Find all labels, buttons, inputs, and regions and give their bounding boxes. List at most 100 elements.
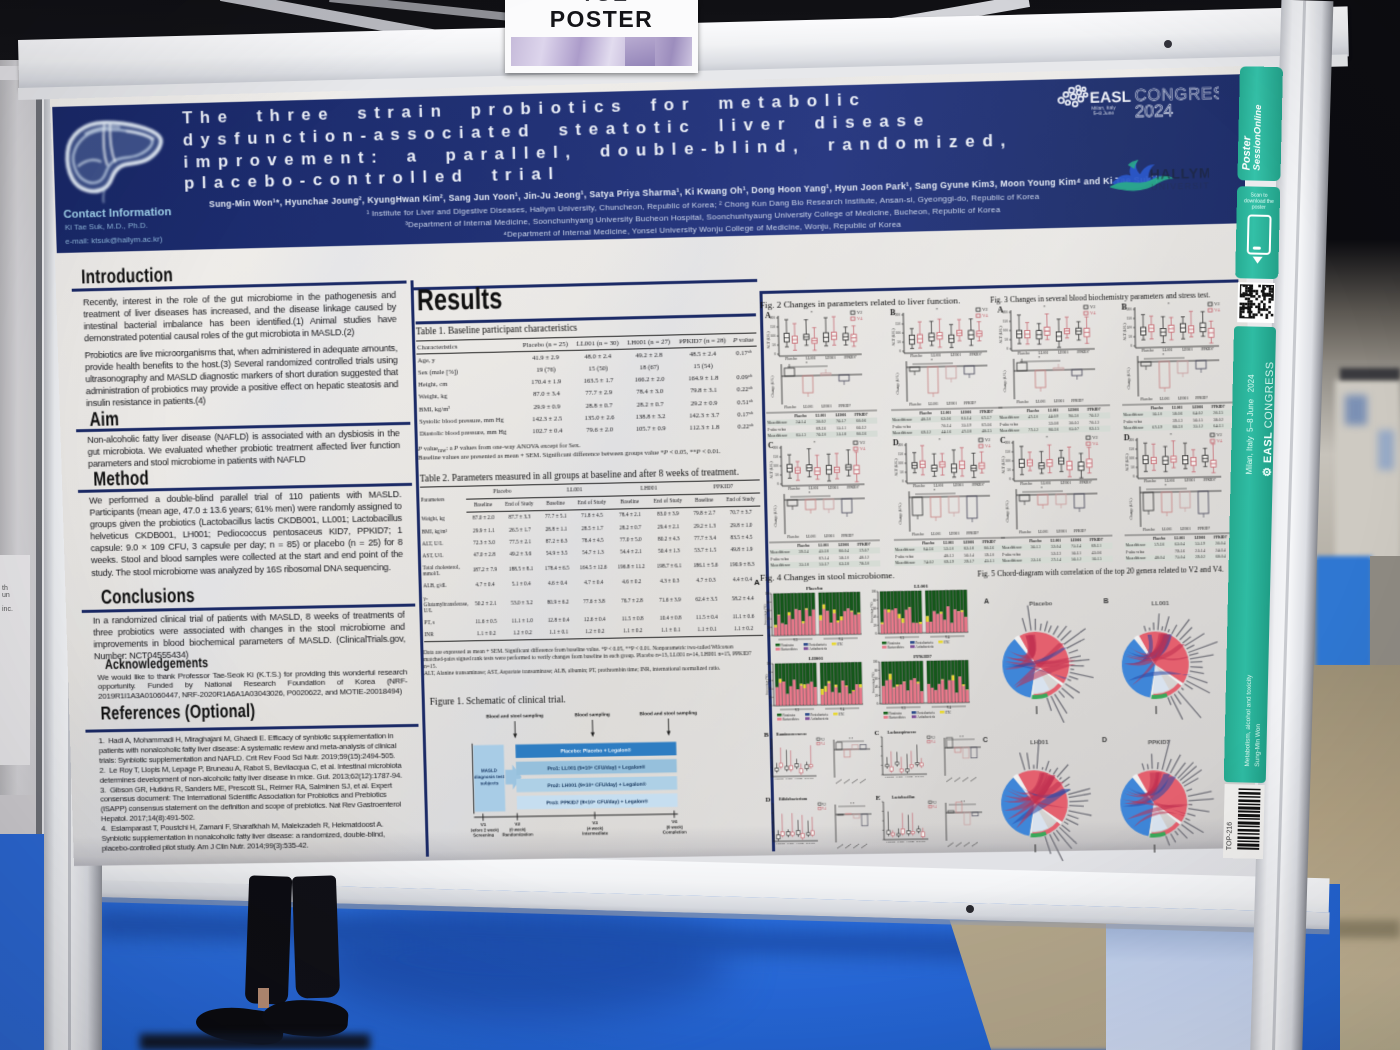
svg-text:PPKID7: PPKID7 — [1198, 526, 1211, 530]
svg-text:50: 50 — [1131, 466, 1135, 470]
svg-text:7.6±1.7: 7.6±1.7 — [836, 420, 846, 424]
svg-text:PPKID7: PPKID7 — [844, 355, 857, 359]
svg-text:*: * — [1167, 302, 1170, 307]
svg-text:* *: * * — [961, 800, 966, 804]
svg-text:0: 0 — [769, 634, 771, 638]
svg-text:50: 50 — [900, 471, 904, 475]
svg-text:2.4±1.4: 2.4±1.4 — [796, 420, 806, 424]
svg-text:PPKID7: PPKID7 — [1203, 478, 1216, 482]
svg-text:2.1±1.4: 2.1±1.4 — [1195, 549, 1205, 553]
svg-text:Randomization: Randomization — [502, 832, 533, 837]
svg-text:8.8±2.0: 8.8±2.0 — [1173, 425, 1183, 429]
svg-text:V4: V4 — [822, 807, 826, 811]
svg-text:50: 50 — [775, 473, 779, 477]
svg-text:LL001: LL001 — [803, 405, 813, 409]
svg-text:200: 200 — [773, 446, 779, 450]
svg-text:Placebo: Placebo — [806, 587, 823, 592]
svg-text:Mean differenc: Mean differenc — [1124, 426, 1145, 431]
svg-text:Placebo: Placebo — [1018, 351, 1030, 355]
svg-text:7.4±0.2: 7.4±0.2 — [924, 561, 934, 565]
svg-text:*: * — [938, 438, 941, 443]
svg-text:Mean differenc: Mean differenc — [770, 551, 790, 555]
svg-text:ALT (U/L): ALT (U/L) — [1000, 456, 1005, 474]
svg-text:7.6±2.0: 7.6±2.0 — [816, 433, 826, 437]
svg-text:150: 150 — [770, 325, 776, 329]
svg-text:PPKID7: PPKID7 — [804, 777, 814, 780]
svg-text:Lactobacillus: Lactobacillus — [892, 794, 915, 799]
svg-text:Mean differenc: Mean differenc — [895, 548, 915, 552]
svg-text:LH001: LH001 — [907, 841, 916, 844]
svg-text:Firmicutes: Firmicutes — [887, 641, 901, 645]
svg-text:P value vs bas: P value vs bas — [1000, 422, 1019, 426]
svg-text:(8 week): (8 week) — [666, 824, 683, 829]
svg-text:ALT (U/L): ALT (U/L) — [768, 461, 773, 479]
svg-text:A: A — [997, 305, 1003, 314]
svg-text:4.7±2.0: 4.7±2.0 — [1028, 415, 1038, 419]
svg-text:V2: V2 — [900, 637, 905, 641]
svg-text:LH001: LH001 — [1185, 478, 1196, 482]
svg-text:Placebo: Placebo — [1027, 409, 1039, 413]
svg-text:Placebo: Placebo — [911, 354, 923, 358]
svg-text:Pro2: LH001 (9×10⁹ CFU/day) +: Pro2: LH001 (9×10⁹ CFU/day) + Legalon® — [547, 781, 646, 790]
svg-text:*: * — [813, 441, 816, 446]
svg-text:V4: V4 — [931, 740, 935, 744]
svg-text:3.5±2.9: 3.5±2.9 — [961, 423, 971, 427]
svg-text:Completion: Completion — [663, 829, 687, 834]
svg-text:6.0±0.6: 6.0±0.6 — [856, 419, 866, 423]
svg-text:2.7±1.4: 2.7±1.4 — [1051, 558, 1061, 562]
svg-text:Change (U/L): Change (U/L) — [1003, 370, 1008, 392]
svg-text:ETC: ETC — [945, 710, 951, 714]
svg-text:4.4±0.9: 4.4±0.9 — [1048, 415, 1058, 419]
svg-text:*: * — [1162, 352, 1165, 357]
svg-text:0: 0 — [899, 350, 901, 354]
svg-text:Proteobacteria: Proteobacteria — [809, 642, 827, 646]
svg-text:1.6±1.0: 1.6±1.0 — [1152, 413, 1162, 417]
svg-text:LL001: LL001 — [1041, 481, 1051, 485]
svg-text:LH001: LH001 — [1182, 348, 1193, 352]
svg-text:100: 100 — [1005, 459, 1011, 463]
svg-text:100: 100 — [873, 660, 878, 664]
svg-text:Change (U/L): Change (U/L) — [898, 502, 903, 524]
svg-text:3.0±0.3: 3.0±0.3 — [1069, 421, 1079, 425]
svg-text:LH001: LH001 — [795, 778, 804, 781]
svg-text:LH001: LH001 — [1071, 538, 1082, 542]
svg-text:60: 60 — [767, 609, 771, 613]
svg-text:LL001: LL001 — [785, 778, 793, 781]
svg-text:ALT (U/L): ALT (U/L) — [890, 328, 895, 346]
svg-text:5.8±1.0: 5.8±1.0 — [839, 556, 849, 560]
svg-text:50: 50 — [1007, 469, 1011, 473]
svg-text:4.8±2.5: 4.8±2.5 — [982, 429, 992, 433]
svg-text:Placebo: Placebo — [1020, 482, 1032, 486]
svg-text:(4 week): (4 week) — [587, 826, 604, 831]
svg-text:PPKID7: PPKID7 — [1195, 396, 1208, 400]
svg-text:C: C — [1000, 436, 1006, 445]
svg-text:V2: V2 — [821, 737, 825, 741]
svg-text:*: * — [1038, 355, 1041, 360]
svg-text:V2: V2 — [795, 709, 800, 713]
svg-text:0: 0 — [1131, 344, 1133, 348]
svg-text:4.8±3.0: 4.8±3.0 — [921, 418, 931, 422]
svg-text:Placebo: Placebo — [1019, 530, 1031, 534]
svg-text:(Before 2 week): (Before 2 week) — [468, 827, 499, 832]
svg-text:100: 100 — [765, 592, 770, 596]
svg-text:LL001: LL001 — [1160, 397, 1170, 401]
svg-text:150: 150 — [773, 455, 779, 459]
svg-text:200: 200 — [898, 444, 904, 448]
svg-text:2.9±0.2: 2.9±0.2 — [1195, 555, 1205, 559]
svg-text:4.5±1.1: 4.5±1.1 — [984, 559, 994, 563]
svg-text:LH001: LH001 — [1054, 399, 1065, 403]
svg-text:0: 0 — [877, 702, 879, 706]
svg-text:B: B — [1121, 302, 1127, 311]
svg-text:CONGRESS: CONGRESS — [1134, 84, 1219, 105]
svg-text:ALT (U/L): ALT (U/L) — [998, 325, 1003, 343]
svg-text:Placebo: Placebo — [788, 487, 800, 491]
svg-text:7.5±0.4: 7.5±0.4 — [1175, 556, 1185, 560]
svg-text:V4: V4 — [1090, 311, 1096, 316]
svg-text:1.5±1.1: 1.5±1.1 — [836, 426, 846, 430]
svg-text:Placebo: Placebo — [885, 776, 895, 779]
svg-text:4.3±2.8: 4.3±2.8 — [819, 550, 829, 554]
svg-text:Proteobacteria: Proteobacteria — [916, 640, 934, 644]
svg-text:2.4±2.4: 2.4±2.4 — [1216, 548, 1226, 552]
svg-text:LL001: LL001 — [1038, 351, 1048, 355]
svg-text:80: 80 — [873, 598, 877, 602]
